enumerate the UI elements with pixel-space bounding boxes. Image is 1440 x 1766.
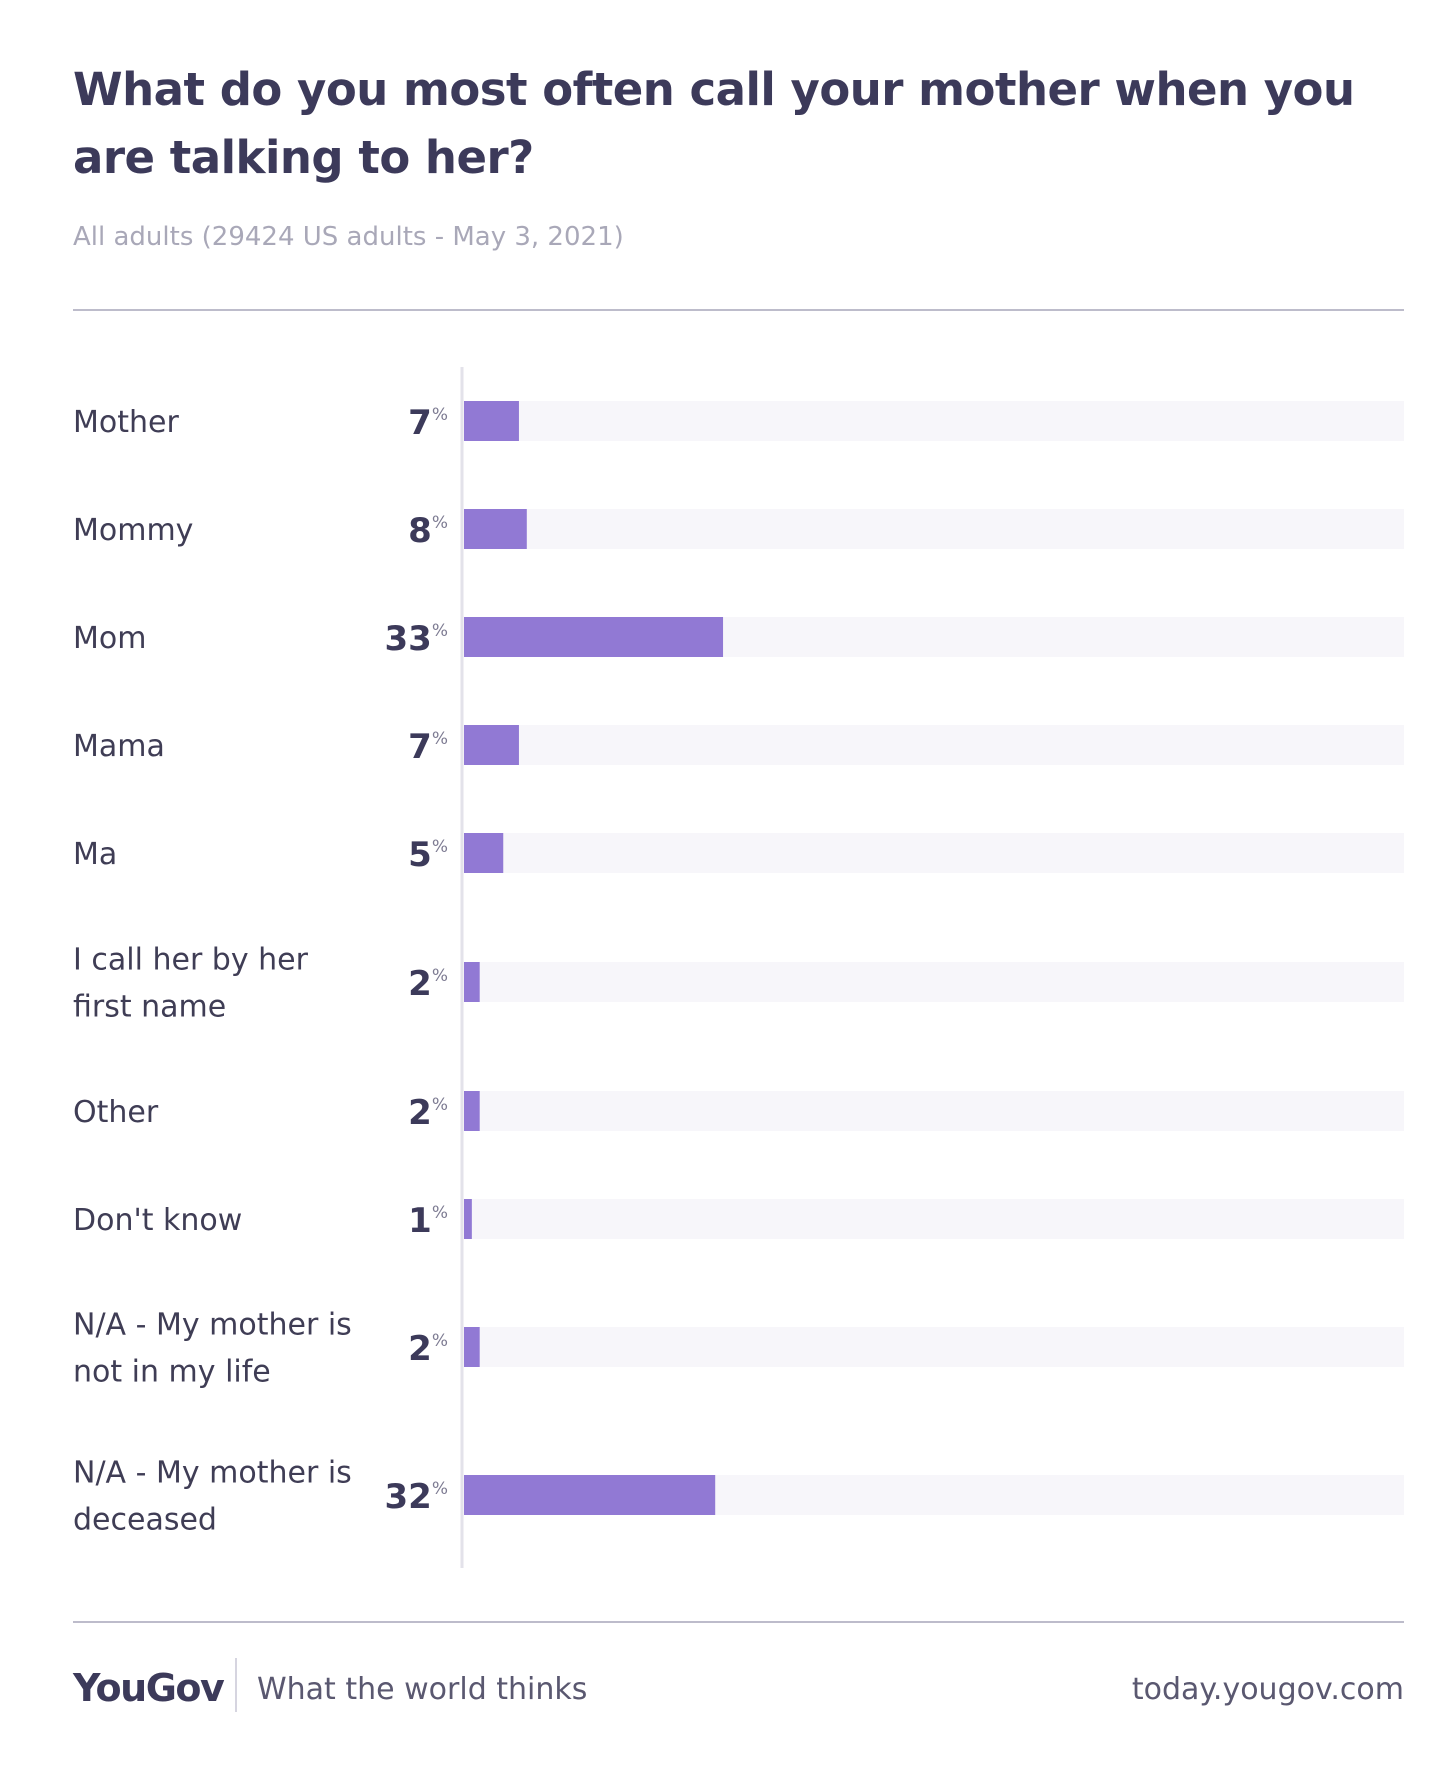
footer-tagline: What the world thinks: [257, 1672, 588, 1707]
bar-track: [464, 725, 1404, 765]
category-label: Mom: [73, 621, 146, 656]
bar-track: [464, 401, 1404, 441]
category-label: Mother: [73, 405, 179, 440]
value-label: 7%: [408, 727, 448, 767]
value-label: 7%: [408, 403, 448, 443]
bar-chart: Mother 7% Mommy 8% Mom 33% Mama 7% Ma 5% I call he…: [73, 367, 1404, 1568]
bar: [464, 401, 519, 441]
value-label: 32%: [385, 1477, 448, 1517]
category-label: Don't know: [73, 1203, 242, 1238]
bar: [464, 725, 519, 765]
top-divider: [73, 309, 1404, 311]
bar: [464, 1199, 472, 1239]
value-label: 2%: [408, 1093, 448, 1133]
category-label: Ma: [73, 837, 117, 872]
bar-track: [464, 509, 1404, 549]
bar-track: [464, 1091, 1404, 1131]
value-label: 1%: [408, 1201, 448, 1241]
bar-track: [464, 1199, 1404, 1239]
value-label: 5%: [408, 835, 448, 875]
bottom-divider: [73, 1621, 1404, 1623]
value-label: 8%: [408, 511, 448, 551]
bar: [464, 833, 504, 873]
footer-separator: [235, 1658, 237, 1712]
category-label: Mama: [73, 729, 165, 764]
category-label: Mommy: [73, 513, 193, 548]
bar: [464, 1327, 480, 1367]
bar-track: [464, 962, 1404, 1002]
bar: [464, 962, 480, 1002]
bar: [464, 1091, 480, 1131]
value-label: 33%: [385, 619, 448, 659]
category-label: Other: [73, 1095, 159, 1130]
bar-track: [464, 1327, 1404, 1367]
bar: [464, 1475, 716, 1515]
value-label: 2%: [408, 1329, 448, 1369]
category-label: N/A - My mother is not in my life: [73, 1308, 352, 1390]
category-label: I call her by her first name: [73, 943, 309, 1025]
footer: YouGov What the world thinks today.yougo…: [73, 1648, 1404, 1728]
value-label: 2%: [408, 964, 448, 1004]
chart-title: What do you most often call your mother …: [73, 63, 1355, 184]
footer-site-link[interactable]: today.yougov.com: [1131, 1672, 1404, 1707]
bar-track: [464, 833, 1404, 873]
category-label: N/A - My mother is deceased: [73, 1456, 352, 1538]
bar: [464, 617, 724, 657]
chart-subtitle: All adults (29424 US adults - May 3, 202…: [73, 222, 624, 252]
yougov-logo: YouGov: [73, 1666, 225, 1710]
bar: [464, 509, 527, 549]
